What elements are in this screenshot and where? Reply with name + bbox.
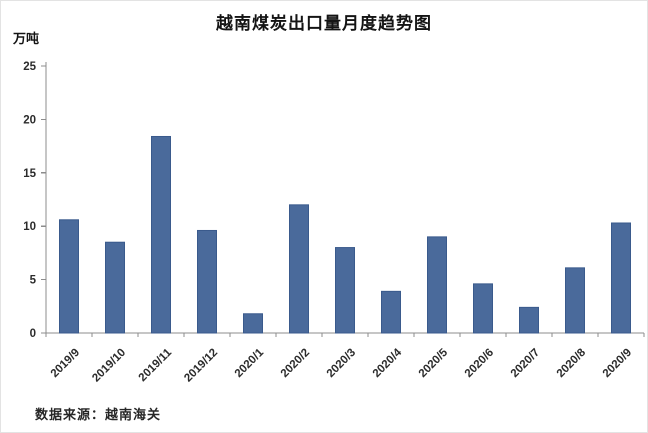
x-axis-tick-label: 2020/8 — [555, 346, 589, 380]
x-axis-tick-label: 2019/12 — [182, 347, 220, 385]
bar-2020/3 — [335, 247, 355, 334]
bar-2020/7 — [519, 306, 539, 334]
x-axis-tick-label: 2020/7 — [509, 347, 542, 380]
x-axis-tick-label: 2019/9 — [49, 347, 82, 380]
x-axis-tick-label: 2019/11 — [137, 346, 175, 384]
y-axis-tick-label: 25 — [23, 61, 36, 73]
x-axis-tick-label: 2020/5 — [417, 346, 451, 380]
x-axis-tick-label: 2019/10 — [90, 347, 128, 385]
y-axis-tick-label: 5 — [30, 275, 37, 287]
bar-2020/4 — [381, 290, 401, 334]
bar-2020/1 — [243, 313, 263, 334]
y-axis-tick-label: 15 — [23, 168, 36, 180]
chart-title: 越南煤炭出口量月度趋势图 — [216, 14, 432, 33]
bar-2019/11 — [151, 135, 171, 334]
bar-2020/8 — [565, 267, 585, 334]
x-axis-tick-label: 2020/9 — [601, 347, 634, 380]
source-note: 数据来源：越南海关 — [35, 407, 162, 422]
bar-2020/5 — [427, 236, 447, 334]
x-axis-tick-label: 2020/4 — [371, 346, 405, 380]
x-axis-tick-label: 2020/6 — [463, 347, 496, 380]
bar-2019/9 — [59, 219, 79, 334]
y-axis-tick-label: 10 — [23, 221, 36, 233]
bar-2020/2 — [289, 204, 309, 334]
bar-2020/9 — [611, 222, 631, 334]
bar-2020/6 — [473, 283, 493, 334]
y-axis-unit-label: 万吨 — [13, 31, 40, 46]
bar-2019/10 — [105, 241, 125, 334]
x-axis-tick-label: 2020/2 — [279, 347, 312, 380]
x-axis-tick-label: 2020/3 — [325, 347, 358, 380]
x-axis-tick-label: 2020/1 — [233, 346, 267, 380]
y-axis-tick-label: 20 — [23, 114, 36, 126]
y-axis-tick-label: 0 — [30, 328, 36, 340]
bar-2019/12 — [197, 229, 217, 334]
